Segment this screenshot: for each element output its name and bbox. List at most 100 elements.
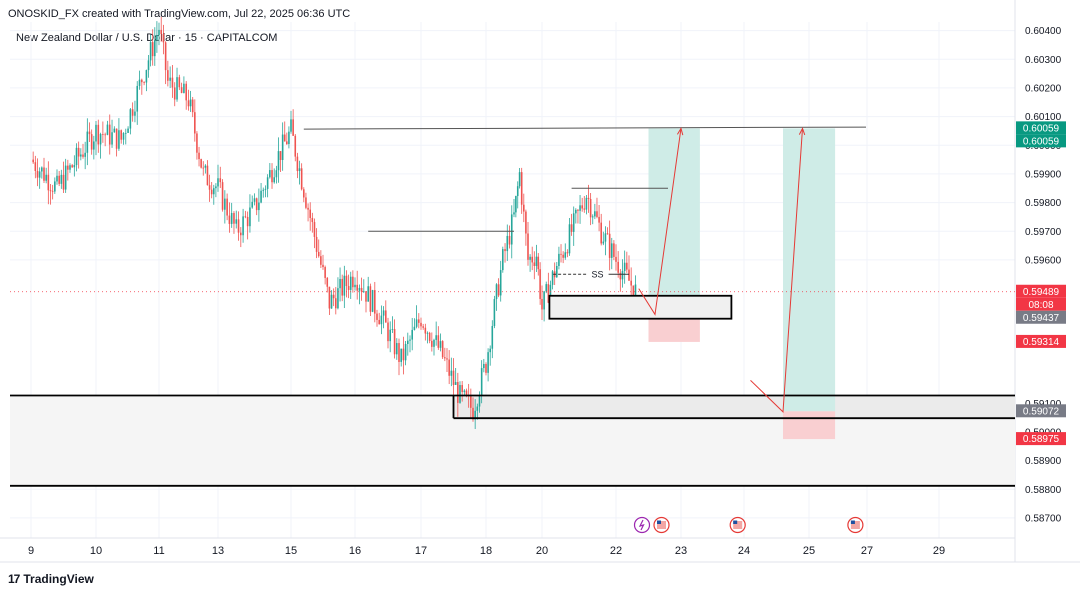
candle-body (249, 207, 251, 227)
candle-body (457, 382, 459, 403)
candle-body (296, 156, 299, 172)
candle-body (472, 407, 474, 420)
candle-body (450, 370, 453, 376)
price-label-bg (1016, 432, 1066, 446)
candle-body (545, 284, 548, 292)
lightning-event-icon[interactable] (633, 516, 651, 534)
candle-body (516, 186, 519, 197)
us-flag-event-icon[interactable] (653, 516, 670, 534)
candle-body (151, 42, 154, 57)
candle-body (369, 286, 372, 312)
candle-body (32, 159, 34, 163)
candle-body (502, 249, 504, 271)
publish-line: ONOSKID_FX created with TradingView.com,… (8, 8, 351, 20)
candle-body (311, 217, 314, 223)
candle-body (67, 165, 69, 170)
candle-body (391, 329, 394, 330)
y-tick-label: 0.59600 (1025, 255, 1062, 266)
candle-body (60, 174, 63, 184)
candle-body (294, 135, 297, 157)
candle-body (160, 29, 163, 34)
us-flag-event-icon[interactable] (729, 516, 746, 534)
candle-body (230, 213, 233, 224)
candle-body (138, 79, 141, 86)
candle-body (539, 269, 541, 299)
candle-body (461, 385, 463, 393)
x-axis[interactable]: 9 10 11 13 15 16 17 18 20 22 23 24 25 27 29 (28, 545, 945, 557)
price-label: 0.59489 (1023, 287, 1060, 298)
price-label: 0.59314 (1023, 337, 1060, 348)
candle-body (187, 100, 190, 107)
candle-body (358, 287, 361, 291)
candle-body (273, 177, 276, 183)
candle-body (309, 209, 311, 218)
us-flag-event-icon[interactable] (847, 516, 864, 534)
candle-body (262, 189, 265, 191)
candle-body (531, 256, 533, 263)
candle-body (564, 252, 567, 258)
candle-body (64, 165, 67, 190)
candle-body (558, 253, 560, 266)
candle-body (541, 298, 543, 310)
x-tick-label: 22 (610, 545, 622, 557)
candle-body (371, 290, 374, 312)
candle-body (129, 109, 132, 129)
candle-body (480, 368, 483, 396)
candle-body (104, 134, 106, 136)
candle-body (566, 252, 569, 254)
candle-body (315, 236, 318, 252)
candle-body (290, 119, 292, 132)
y-tick-label: 0.59800 (1025, 198, 1062, 209)
candle-body (594, 211, 596, 217)
candle-body (292, 119, 294, 136)
candle-body (495, 284, 498, 300)
x-tick-label: 24 (738, 545, 750, 557)
candle-body (240, 232, 242, 236)
candle-body (426, 332, 429, 334)
candle-body (508, 235, 511, 245)
candle-body (217, 178, 219, 187)
candle-body (630, 280, 632, 286)
candle-body (335, 298, 337, 309)
x-tick-label: 29 (933, 545, 945, 557)
event-icons[interactable] (633, 516, 864, 534)
tradingview-brand[interactable]: 17 TradingView (8, 572, 94, 586)
y-axis[interactable]: 0.604000.603000.602000.601000.600000.599… (1025, 26, 1062, 524)
candle-body (242, 216, 244, 236)
candle-body (407, 340, 409, 344)
candle-body (424, 327, 427, 334)
candle-body (441, 341, 444, 358)
candle-body (106, 124, 109, 135)
candle-body (439, 341, 442, 348)
candle-body (613, 243, 615, 257)
candle-body (169, 77, 171, 81)
candle-body (400, 348, 402, 362)
candles (32, 16, 637, 430)
candle-body (47, 174, 50, 191)
candle-body (452, 370, 455, 385)
candle-body (418, 319, 420, 323)
candle-body (95, 124, 97, 142)
candle-body (437, 335, 440, 348)
candle-body (120, 130, 122, 140)
candle-body (470, 396, 472, 408)
trade-2-target-zone (783, 128, 836, 412)
y-tick-label: 0.59100 (1025, 399, 1062, 410)
candle-body (62, 174, 65, 190)
candle-body (411, 329, 413, 340)
candle-body (543, 291, 545, 310)
candle-body (317, 251, 320, 257)
candle-body (413, 326, 416, 330)
candle-body (45, 174, 47, 181)
candle-body (352, 276, 354, 288)
candle-body (198, 152, 200, 160)
candle-body (493, 299, 496, 326)
candle-body (332, 294, 335, 299)
candle-body (454, 382, 457, 385)
trade-2-stop-zone (783, 411, 836, 440)
candle-body (219, 178, 222, 183)
sellside-label: SS (591, 269, 603, 279)
candle-body (88, 131, 91, 135)
symbol-title[interactable]: New Zealand Dollar / U.S. Dollar · 15 · … (16, 32, 278, 44)
